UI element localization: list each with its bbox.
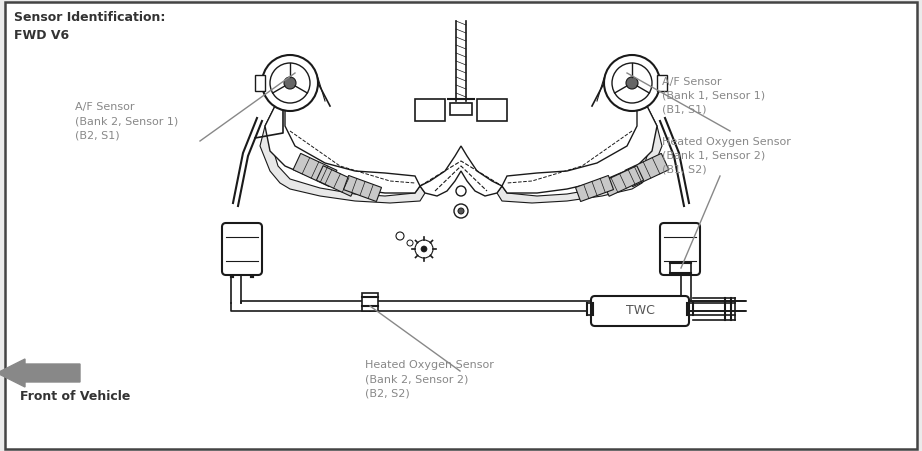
Circle shape xyxy=(262,55,318,111)
FancyBboxPatch shape xyxy=(255,75,265,91)
FancyBboxPatch shape xyxy=(670,263,691,273)
Polygon shape xyxy=(344,175,382,202)
Circle shape xyxy=(421,246,427,252)
Circle shape xyxy=(415,240,433,258)
FancyBboxPatch shape xyxy=(450,103,472,115)
Polygon shape xyxy=(502,106,657,193)
FancyBboxPatch shape xyxy=(657,75,667,91)
Circle shape xyxy=(626,77,638,89)
Text: A/F Sensor
(Bank 2, Sensor 1)
(B2, S1): A/F Sensor (Bank 2, Sensor 1) (B2, S1) xyxy=(75,102,178,140)
Circle shape xyxy=(604,55,660,111)
Polygon shape xyxy=(420,146,502,196)
Polygon shape xyxy=(602,166,644,196)
Polygon shape xyxy=(293,153,337,187)
FancyBboxPatch shape xyxy=(415,99,445,121)
Polygon shape xyxy=(265,106,420,193)
FancyBboxPatch shape xyxy=(477,99,507,121)
FancyBboxPatch shape xyxy=(591,296,689,326)
FancyArrow shape xyxy=(0,359,80,387)
FancyBboxPatch shape xyxy=(222,223,262,275)
Circle shape xyxy=(284,77,296,89)
Polygon shape xyxy=(260,106,425,203)
Text: Sensor Identification:
FWD V6: Sensor Identification: FWD V6 xyxy=(14,11,165,42)
Polygon shape xyxy=(497,106,662,203)
FancyBboxPatch shape xyxy=(362,293,378,311)
Circle shape xyxy=(458,208,464,214)
Polygon shape xyxy=(316,166,358,196)
Text: A/F Sensor
(Bank 1, Sensor 1)
(B1, S1): A/F Sensor (Bank 1, Sensor 1) (B1, S1) xyxy=(662,77,765,115)
Circle shape xyxy=(456,186,466,196)
Circle shape xyxy=(396,232,404,240)
Polygon shape xyxy=(625,153,669,187)
Circle shape xyxy=(407,240,413,246)
Text: Heated Oxygen Sensor
(Bank 1, Sensor 2)
(B1, S2): Heated Oxygen Sensor (Bank 1, Sensor 2) … xyxy=(662,137,791,175)
Polygon shape xyxy=(575,175,613,202)
Text: Front of Vehicle: Front of Vehicle xyxy=(20,390,130,402)
Text: TWC: TWC xyxy=(625,304,655,318)
Text: Heated Oxygen Sensor
(Bank 2, Sensor 2)
(B2, S2): Heated Oxygen Sensor (Bank 2, Sensor 2) … xyxy=(365,360,494,398)
FancyBboxPatch shape xyxy=(5,2,917,449)
FancyBboxPatch shape xyxy=(660,223,700,275)
